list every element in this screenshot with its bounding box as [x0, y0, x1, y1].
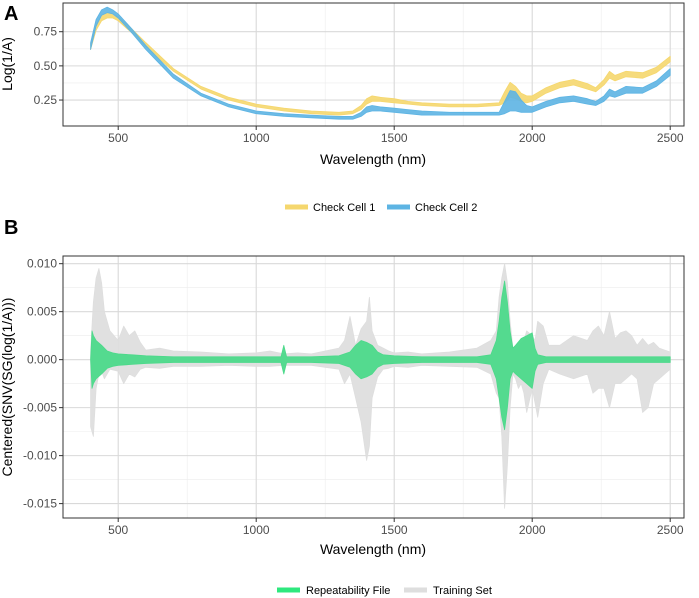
panel-a-y-tick-label: 0.75	[34, 25, 58, 39]
panel-a-letter: A	[4, 3, 18, 25]
panel-a-x-axis-title: Wavelength (nm)	[320, 151, 426, 167]
panel-b-x-tick-label: 500	[108, 523, 128, 537]
panel-b-x-tick-label: 1000	[243, 523, 270, 537]
panel-b-y-tick-label: -0.015	[23, 497, 57, 511]
legend-label-check-cell-1: Check Cell 1	[313, 202, 375, 214]
panel-b-band-training-set	[90, 263, 671, 509]
panel-b-y-tick-label: -0.010	[23, 449, 57, 463]
panel-b-x-tick-label: 2000	[519, 523, 546, 537]
panel-b: B 500 1000 1500 2000 2500 -0.015 -0.010 -0.005…	[0, 217, 685, 597]
panel-a: A 500 1000 1500 2000 2500 0.25 0.50 0.75 Wavel…	[0, 2, 685, 214]
panel-b-y-tick-label: 0.005	[27, 305, 57, 319]
panel-b-border	[62, 255, 685, 519]
legend-label-repeatability-file: Repeatability File	[306, 585, 390, 597]
panel-a-x-tick-label: 1000	[243, 131, 270, 145]
panel-a-legend: Check Cell 1 Check Cell 2	[285, 202, 477, 214]
panel-a-x-tick-label: 500	[108, 131, 128, 145]
panel-a-y-ticks: 0.25 0.50 0.75	[34, 25, 63, 107]
panel-b-x-tick-label: 1500	[381, 523, 408, 537]
panel-a-x-tick-label: 2500	[657, 131, 684, 145]
panel-b-x-axis-title: Wavelength (nm)	[320, 541, 426, 557]
panel-b-x-ticks: 500 1000 1500 2000 2500	[108, 518, 684, 537]
panel-b-y-tick-label: 0.010	[27, 257, 57, 271]
panel-b-y-tick-label: 0.000	[27, 353, 57, 367]
panel-a-border	[62, 2, 685, 127]
panel-a-x-ticks: 500 1000 1500 2000 2500	[108, 126, 684, 145]
legend-label-check-cell-2: Check Cell 2	[415, 202, 477, 214]
panel-a-series	[90, 6, 671, 120]
panel-b-x-tick-label: 2500	[657, 523, 684, 537]
panel-b-y-tick-label: -0.005	[23, 401, 57, 415]
panel-a-band-check-cell-2	[90, 6, 671, 120]
panel-a-y-axis-title: Log(1/A)	[0, 37, 15, 91]
panel-b-legend: Repeatability File Training Set	[277, 585, 492, 597]
panel-b-letter: B	[4, 217, 18, 239]
panel-a-x-tick-label: 1500	[381, 131, 408, 145]
panel-b-y-ticks: -0.015 -0.010 -0.005 0.000 0.005 0.010	[23, 257, 63, 511]
panel-a-y-tick-label: 0.25	[34, 93, 58, 107]
panel-a-x-tick-label: 2000	[519, 131, 546, 145]
legend-label-training-set: Training Set	[433, 585, 492, 597]
panel-a-band-check-cell-1	[90, 12, 671, 116]
panel-b-band-repeatability-file	[90, 280, 671, 431]
panel-a-y-tick-label: 0.50	[34, 59, 58, 73]
panel-b-y-axis-title: Centered(SNV(SG(log(1/A)))	[0, 298, 15, 477]
panel-b-series	[90, 263, 671, 509]
